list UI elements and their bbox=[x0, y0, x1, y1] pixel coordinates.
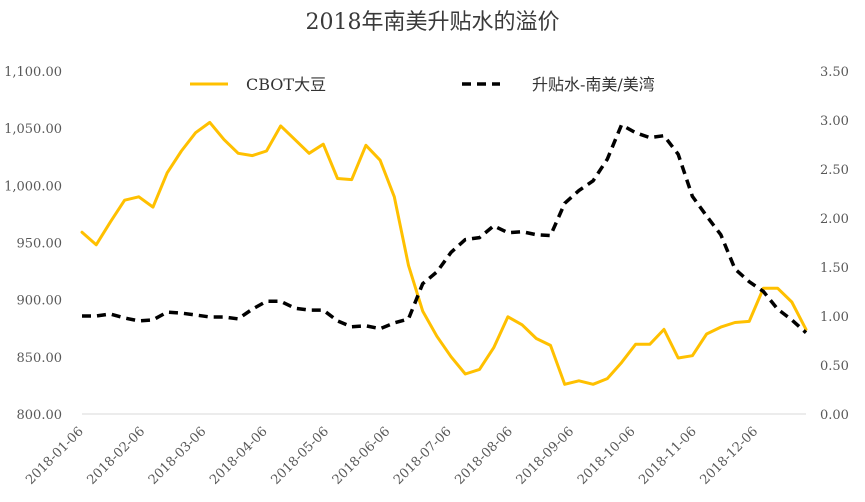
right-y-tick-label: 1.00 bbox=[820, 310, 849, 325]
x-tick-label: 2018-10-06 bbox=[575, 424, 639, 488]
x-tick-label: 2018-09-06 bbox=[514, 424, 578, 488]
x-axis: 2018-01-062018-02-062018-03-062018-04-06… bbox=[23, 413, 806, 488]
x-tick-label: 2018-06-06 bbox=[330, 424, 394, 488]
legend-label-2: 升贴水-南美/美湾 bbox=[532, 75, 655, 94]
right-y-tick-label: 3.50 bbox=[820, 65, 849, 80]
x-tick-label: 2018-01-06 bbox=[23, 424, 87, 488]
right-y-tick-label: 3.00 bbox=[820, 114, 849, 129]
x-tick-label: 2018-11-06 bbox=[636, 424, 700, 488]
right-y-tick-label: 2.00 bbox=[820, 212, 849, 227]
x-tick-label: 2018-12-06 bbox=[698, 424, 762, 488]
right-y-tick-label: 0.00 bbox=[820, 408, 849, 423]
series-line-1 bbox=[80, 120, 808, 386]
right-y-tick-label: 1.50 bbox=[820, 261, 849, 276]
legend-label-1: CBOT大豆 bbox=[246, 75, 326, 94]
right-y-tick-label: 2.50 bbox=[820, 163, 849, 178]
chart-title: 2018年南美升贴水的溢价 bbox=[305, 10, 560, 35]
x-tick-label: 2018-05-06 bbox=[268, 424, 332, 488]
left-y-tick-label: 1,000.00 bbox=[4, 179, 62, 194]
left-y-tick-label: 1,050.00 bbox=[4, 122, 62, 137]
plot-area bbox=[80, 120, 808, 386]
x-tick-label: 2018-08-06 bbox=[452, 424, 516, 488]
x-tick-label: 2018-04-06 bbox=[207, 424, 271, 488]
left-y-tick-label: 850.00 bbox=[17, 351, 63, 366]
legend: CBOT大豆 升贴水-南美/美湾 bbox=[190, 75, 655, 94]
left-y-tick-label: 950.00 bbox=[17, 237, 63, 252]
left-y-axis: 800.00 850.00 900.00 950.00 1,000.00 1,050.00… bbox=[4, 65, 62, 423]
left-y-tick-label: 800.00 bbox=[17, 408, 63, 423]
x-tick-label: 2018-03-06 bbox=[146, 424, 210, 488]
right-y-axis: 0.00 0.50 1.00 1.50 2.00 2.50 3.00 3.50 bbox=[820, 65, 849, 423]
x-tick-label: 2018-07-06 bbox=[391, 424, 455, 488]
x-tick-label: 2018-02-06 bbox=[85, 424, 149, 488]
series-line-2 bbox=[82, 123, 808, 334]
left-y-tick-label: 900.00 bbox=[17, 294, 63, 309]
right-y-tick-label: 0.50 bbox=[820, 359, 849, 374]
left-y-tick-label: 1,100.00 bbox=[4, 65, 62, 80]
